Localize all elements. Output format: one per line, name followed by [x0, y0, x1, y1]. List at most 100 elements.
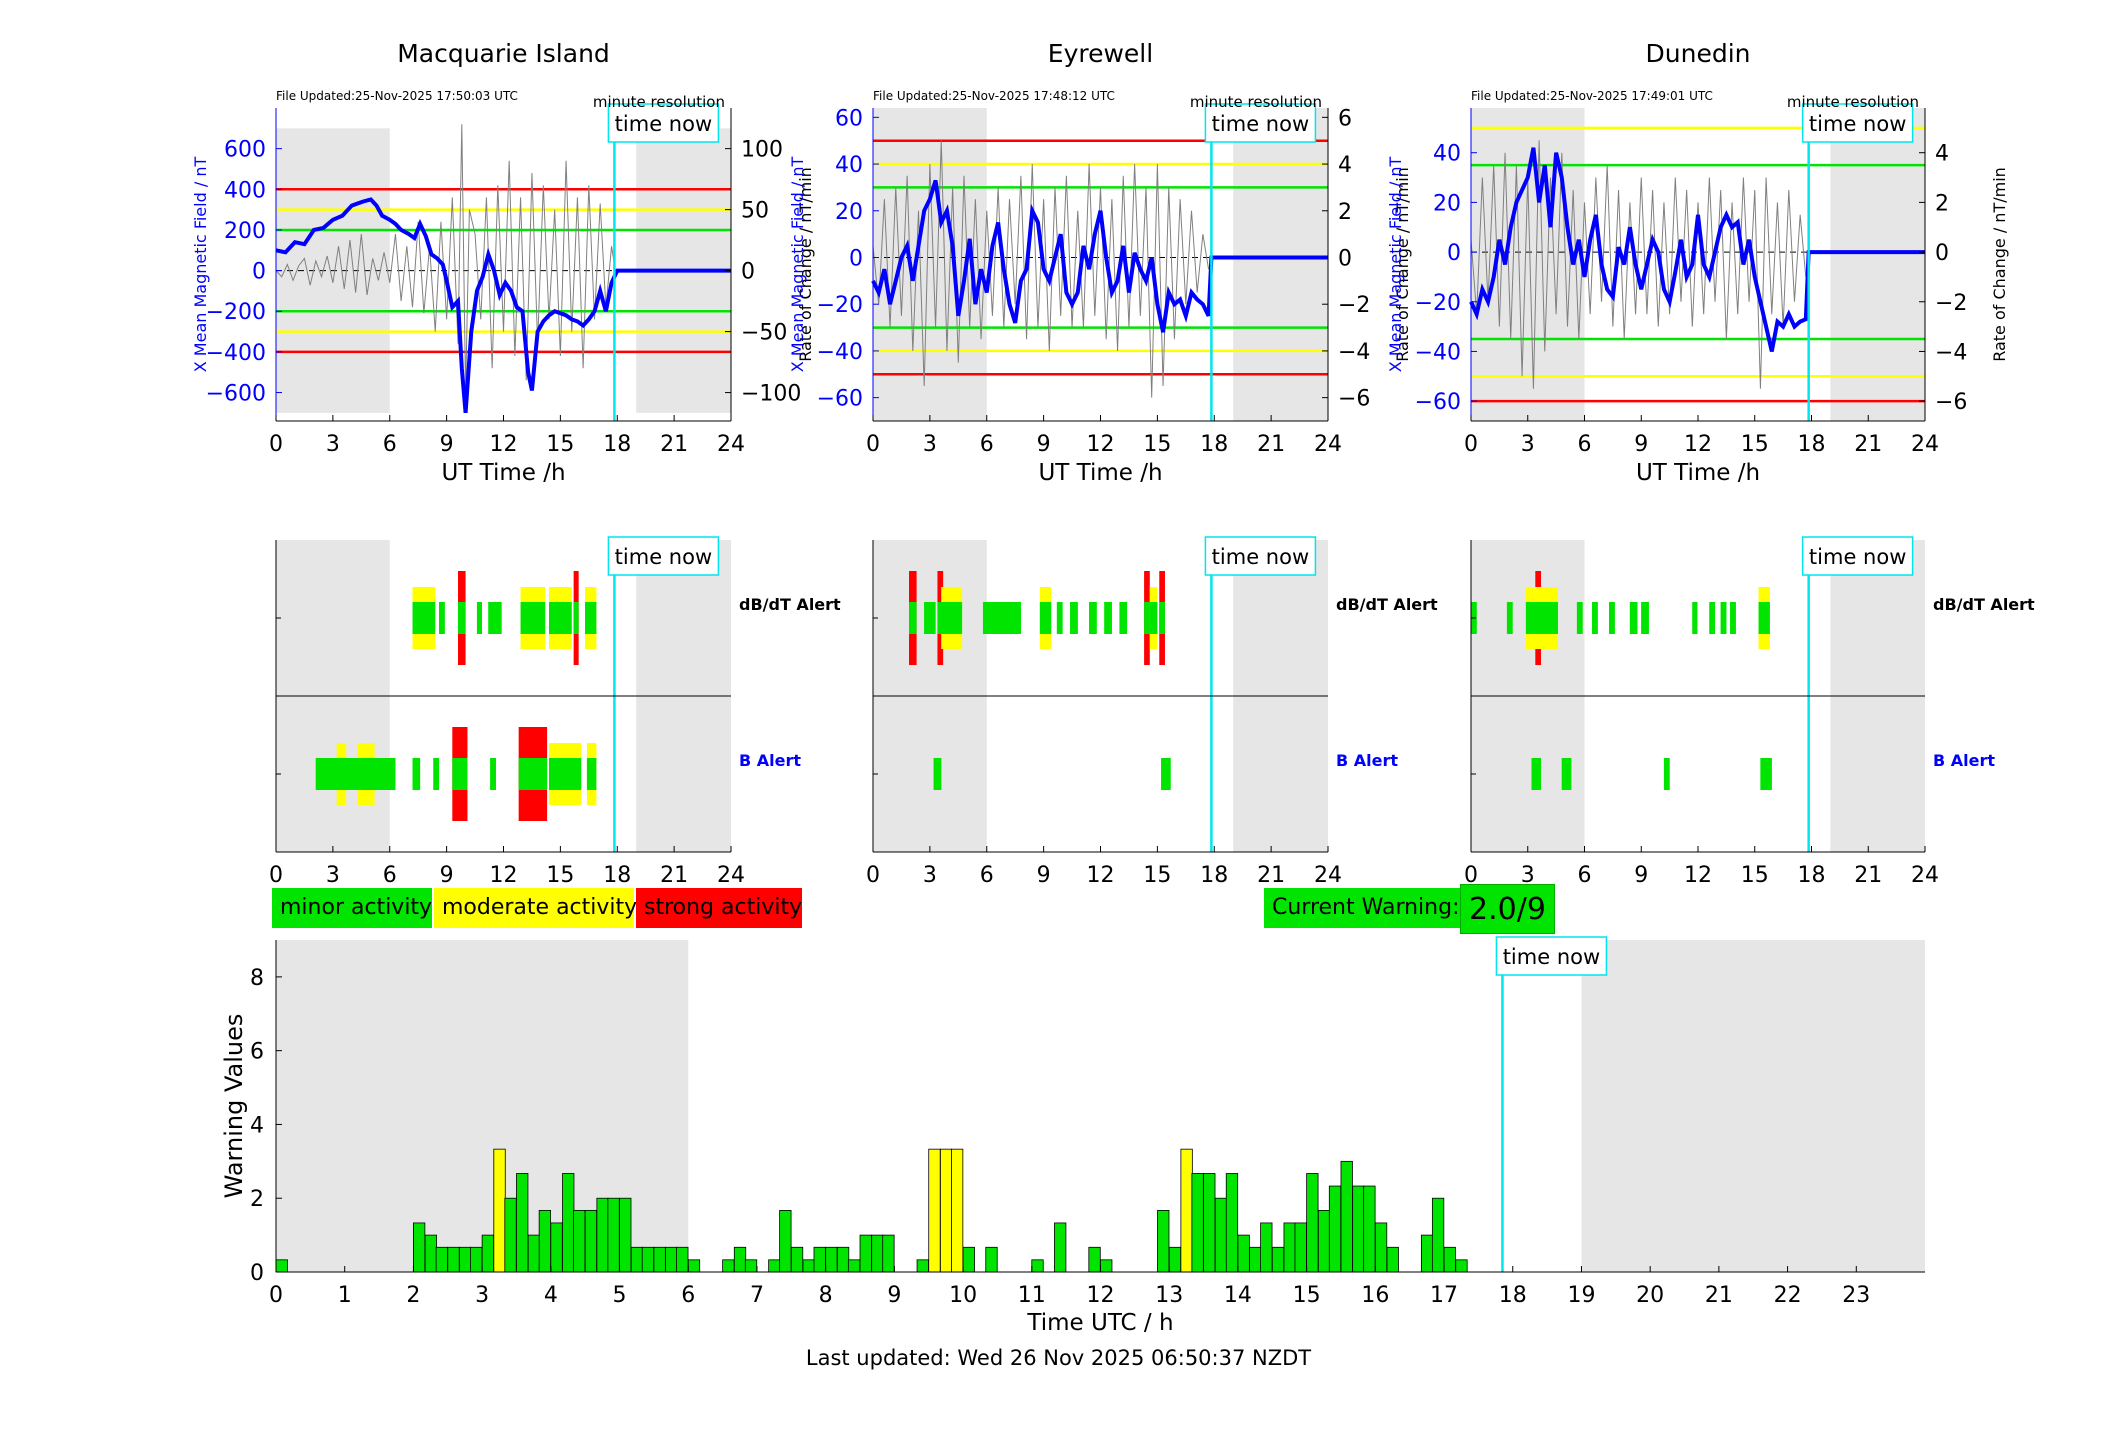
x-tick-label: 24 [1314, 863, 1342, 888]
y2-tick-label: 0 [741, 260, 755, 285]
x-tick-label: 18 [603, 863, 631, 888]
night-shade [1581, 940, 1925, 1272]
warning-bar [1283, 1222, 1296, 1273]
minute-resolution-text: minute resolution [1787, 93, 1919, 111]
time-now-box [607, 103, 720, 143]
warning-bar [744, 1259, 758, 1273]
warning-bar [1031, 1259, 1044, 1273]
y2-tick-label: 100 [741, 138, 783, 163]
warning-bar [1249, 1246, 1262, 1273]
warning-bar [447, 1246, 460, 1273]
warning-bar [962, 1246, 975, 1273]
warning-bar [424, 1234, 437, 1273]
warning-bar [676, 1246, 689, 1273]
alert-segment-core [586, 758, 597, 790]
y-tick-label: 0 [250, 1261, 264, 1286]
warning-bar [1054, 1222, 1067, 1273]
alert-segment-minor [1104, 602, 1112, 634]
warning-bar [1306, 1173, 1319, 1273]
warning-bar [1455, 1259, 1468, 1273]
warning-bar [630, 1246, 644, 1273]
x-tick-label: 3 [1521, 432, 1535, 457]
alert-segment-minor [1161, 758, 1171, 790]
alert-segment-minor [1720, 602, 1727, 634]
x-tick-label: 15 [1293, 1283, 1321, 1308]
minute-resolution-text: minute resolution [1190, 93, 1322, 111]
warning-bar [596, 1197, 609, 1273]
alert-segment-core [1525, 602, 1559, 634]
magnetic-field-line [275, 197, 731, 414]
y-tick-label: 600 [224, 138, 266, 163]
warning-bar [1317, 1209, 1331, 1273]
x-tick-label: 3 [326, 863, 340, 888]
dbdt-alert-label: dB/dT Alert [739, 595, 841, 614]
alert-segment-core [336, 758, 347, 790]
x-tick-label: 18 [1200, 863, 1228, 888]
y-tick-label: 6 [250, 1040, 264, 1065]
warning-bar [790, 1246, 804, 1273]
warning-bar [733, 1246, 747, 1273]
magnetic-field-line [871, 179, 1328, 333]
x-tick-label: 12 [490, 432, 518, 457]
alert-segment-minor [1089, 602, 1097, 634]
file-updated-text: File Updated:25-Nov-2025 17:49:01 UTC [1471, 89, 1713, 103]
station-chart-2 [1469, 103, 1926, 422]
warning-bar [1180, 1148, 1193, 1273]
alert-segment-minor [1760, 758, 1772, 790]
warning-bar [802, 1259, 815, 1273]
x-tick-label: 24 [1911, 863, 1939, 888]
y2-tick-label: −6 [1338, 387, 1370, 412]
alert-segment-minor [1709, 602, 1716, 634]
x-tick-label: 2 [406, 1283, 420, 1308]
warning-bar [1386, 1246, 1399, 1273]
last-updated-text: Last updated: Wed 26 Nov 2025 06:50:37 N… [805, 1346, 1312, 1370]
y-tick-label: 20 [1433, 191, 1461, 216]
time-now-label: time now [1809, 545, 1906, 569]
x-tick-label: 0 [866, 432, 880, 457]
x-tick-label: 15 [546, 432, 574, 457]
warning-bar [470, 1246, 483, 1273]
x-tick-label: 9 [1634, 432, 1648, 457]
warning-bar [1363, 1185, 1376, 1273]
x-tick-label: 15 [1741, 863, 1769, 888]
x-tick-label: 24 [717, 863, 745, 888]
warning-bar [1271, 1246, 1285, 1273]
alert-segment-minor [1576, 602, 1583, 634]
x-tick-label: 3 [475, 1283, 489, 1308]
x-tick-label: 11 [1018, 1283, 1046, 1308]
x-tick-label: 17 [1430, 1283, 1458, 1308]
alert-segment-minor [476, 602, 482, 634]
y-tick-label: −40 [817, 340, 863, 365]
alert-segment-core [412, 602, 436, 634]
x-tick-label: 10 [949, 1283, 977, 1308]
warning-bar [1100, 1259, 1113, 1273]
alert-segment-core [1159, 602, 1165, 634]
station-chart-0 [275, 103, 732, 422]
alert-segment-core [941, 602, 963, 634]
x-tick-label: 8 [819, 1283, 833, 1308]
time-now-label: time now [1212, 545, 1309, 569]
y-tick-label: −40 [1415, 340, 1461, 365]
dbdt-alert-label: dB/dT Alert [1933, 595, 2035, 614]
alert-segment-core [549, 602, 572, 634]
warning-bar [687, 1259, 701, 1273]
time-now-label: time now [1212, 112, 1309, 136]
x-axis-label: UT Time /h [1038, 460, 1162, 486]
x-tick-label: 0 [1464, 863, 1478, 888]
alert-panel-2 [1470, 536, 1926, 853]
y-tick-label: 0 [849, 246, 863, 271]
x-tick-label: 19 [1567, 1283, 1595, 1308]
x-tick-label: 13 [1155, 1283, 1183, 1308]
warning-bar [1374, 1222, 1388, 1273]
y-tick-label: 0 [252, 260, 266, 285]
warning-bar [1420, 1234, 1434, 1273]
alert-segment-minor [1056, 602, 1063, 634]
y-tick-label: 0 [1447, 241, 1461, 266]
x-tick-label: 21 [1257, 432, 1285, 457]
warning-bar [1225, 1173, 1239, 1273]
y2-tick-label: −2 [1338, 293, 1370, 318]
legend-minor-activity: minor activity [272, 888, 432, 928]
warning-bar [871, 1234, 884, 1273]
alert-segment-minor [488, 602, 502, 634]
x-tick-label: 21 [1854, 432, 1882, 457]
